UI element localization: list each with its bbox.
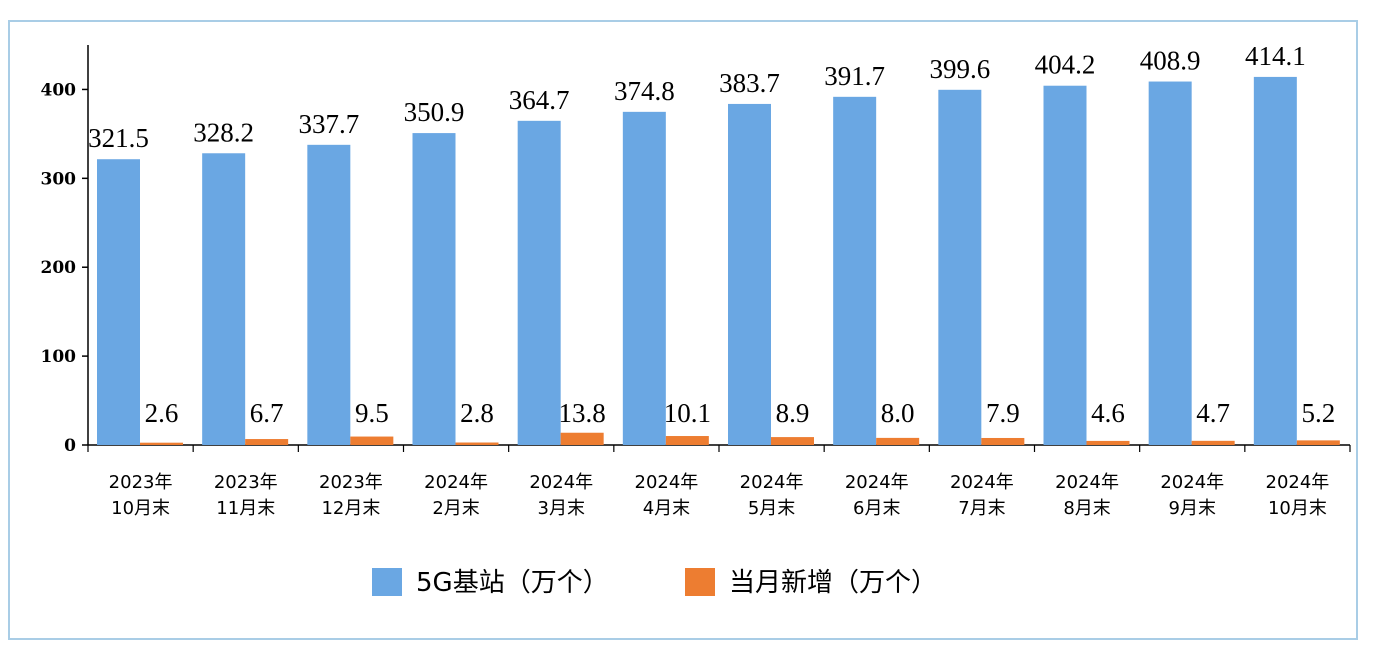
x-tick-label: 2024年 2月末: [424, 472, 488, 519]
bar-monthly-new: [771, 437, 814, 445]
y-tick-label: 200: [41, 258, 77, 278]
x-tick-label-line: 4月末: [643, 498, 690, 519]
bar-monthly-new: [876, 437, 920, 445]
bar-5g-stations: [622, 111, 666, 445]
bar-monthly-new: [245, 439, 289, 445]
x-tick-label: 2024年 9月末: [1160, 472, 1224, 519]
x-tick-label: 2024年 5月末: [740, 472, 804, 519]
data-label-monthly-new: 13.8: [559, 398, 606, 428]
data-label-monthly-new: 4.7: [1196, 398, 1230, 428]
x-tick-label-line: 2024年: [1055, 472, 1119, 493]
bar-monthly-new: [1191, 440, 1235, 445]
data-label-monthly-new: 9.5: [355, 398, 389, 428]
x-tick-label: 2024年 4月末: [635, 472, 699, 519]
bar-5g-stations: [517, 120, 561, 446]
data-label-monthly-new: 4.6: [1091, 398, 1125, 428]
x-tick-label: 2024年 8月末: [1055, 472, 1119, 519]
x-tick-label-line: 2024年: [740, 472, 804, 493]
x-tick-label: 2024年 10月末: [1266, 472, 1330, 519]
data-labels: 321.5 2.6 328.2 6.7 337.7 9.5 350.9 2.8 364.7 13.…: [88, 41, 1335, 428]
legend-swatch-5g-stations: [372, 568, 402, 596]
y-tick-label: 100: [41, 347, 77, 367]
data-label-5g-stations: 391.7: [824, 61, 885, 91]
data-label-monthly-new: 7.9: [986, 398, 1020, 428]
x-tick-label-line: 3月末: [538, 498, 585, 519]
x-tick-label: 2024年 7月末: [950, 472, 1014, 519]
x-tick-label: 2023年 12月末: [319, 472, 383, 519]
x-tick-label-line: 10月末: [111, 498, 170, 519]
bar-5g-stations: [1043, 85, 1087, 445]
bar-5g-stations: [938, 89, 982, 446]
bar-monthly-new: [1296, 440, 1340, 445]
legend-label-5g-stations: 5G基站（万个）: [416, 568, 609, 598]
legend-label-monthly-new: 当月新增（万个）: [729, 568, 937, 598]
data-label-5g-stations: 364.7: [509, 85, 570, 115]
x-tick-label-line: 2024年: [1160, 472, 1224, 493]
bar-monthly-new: [981, 437, 1025, 445]
data-label-5g-stations: 321.5: [88, 123, 149, 153]
bar-5g-stations: [97, 159, 140, 445]
x-tick-label-line: 2024年: [635, 472, 699, 493]
bar-monthly-new: [560, 432, 604, 445]
x-tick-label-line: 2023年: [214, 472, 278, 493]
x-tick-label-line: 2月末: [432, 498, 479, 519]
data-label-monthly-new: 8.0: [881, 398, 915, 428]
data-label-monthly-new: 10.1: [664, 398, 711, 428]
x-tick-label-line: 12月末: [321, 498, 380, 519]
bar-5g-stations: [1148, 81, 1192, 446]
bar-5g-stations: [1253, 76, 1297, 446]
data-label-5g-stations: 399.6: [929, 54, 990, 84]
data-label-5g-stations: 328.2: [193, 117, 254, 147]
x-tick-label-line: 2024年: [845, 472, 909, 493]
data-label-monthly-new: 6.7: [250, 398, 284, 428]
data-label-monthly-new: 5.2: [1301, 398, 1335, 428]
x-tick-label-line: 2023年: [109, 472, 173, 493]
legend: 5G基站（万个） 当月新增（万个）: [372, 568, 937, 598]
data-label-5g-stations: 404.2: [1035, 50, 1096, 80]
data-label-monthly-new: 2.8: [460, 398, 494, 428]
x-tick-label-line: 6月末: [853, 498, 900, 519]
legend-swatch-monthly-new: [685, 568, 715, 596]
x-tick-label-line: 2023年: [319, 472, 383, 493]
bar-5g-stations: [728, 103, 771, 445]
x-tick-label-line: 2024年: [950, 472, 1014, 493]
x-tick-label-line: 2024年: [424, 472, 488, 493]
x-tick-label: 2023年 11月末: [214, 472, 278, 519]
x-tick-label-line: 8月末: [1063, 498, 1110, 519]
x-tick-label-line: 5月末: [748, 498, 795, 519]
y-tick-label: 400: [41, 80, 77, 100]
data-label-5g-stations: 414.1: [1245, 41, 1306, 71]
data-label-monthly-new: 8.9: [776, 398, 810, 428]
bar-5g-stations: [833, 96, 877, 446]
x-tick-label-line: 9月末: [1169, 498, 1216, 519]
x-tick-label-line: 11月末: [216, 498, 275, 519]
y-axis: 0 100 200 300 400: [41, 45, 89, 456]
data-label-5g-stations: 383.7: [719, 68, 780, 98]
data-label-monthly-new: 2.6: [145, 398, 179, 428]
bar-monthly-new: [350, 436, 394, 445]
bar-monthly-new: [665, 436, 709, 445]
x-tick-label-line: 7月末: [958, 498, 1005, 519]
x-tick-label-line: 10月末: [1268, 498, 1327, 519]
data-label-5g-stations: 374.8: [614, 76, 675, 106]
bar-5g-stations: [307, 144, 351, 446]
data-label-5g-stations: 408.9: [1140, 46, 1201, 76]
y-tick-label: 0: [64, 436, 76, 456]
x-tick-label: 2024年 6月末: [845, 472, 909, 519]
data-label-5g-stations: 350.9: [404, 97, 465, 127]
x-tick-label: 2024年 3月末: [529, 472, 593, 519]
x-tick-label-line: 2024年: [1266, 472, 1330, 493]
bar-5g-stations: [412, 133, 456, 446]
y-tick-label: 300: [41, 169, 77, 189]
bar-monthly-new: [1086, 440, 1130, 445]
bar-5g-stations: [202, 153, 246, 445]
x-tick-label-line: 2024年: [529, 472, 593, 493]
x-tick-label: 2023年 10月末: [109, 472, 173, 519]
bars: [97, 76, 1340, 446]
data-label-5g-stations: 337.7: [298, 109, 359, 139]
bar-monthly-new: [140, 442, 183, 445]
bar-monthly-new: [455, 442, 499, 445]
